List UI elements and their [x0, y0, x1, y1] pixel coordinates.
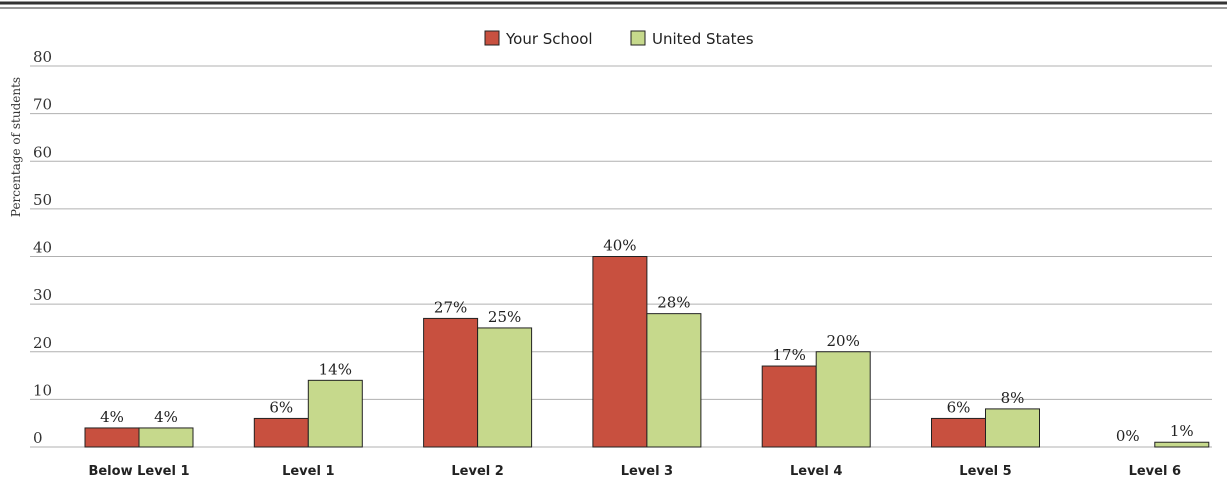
- bar-united-states-4: [815, 351, 871, 448]
- data-label-your-school-1: 6%: [269, 398, 293, 416]
- bar-your-school-4: [761, 365, 817, 448]
- y-tick-50: 50: [33, 191, 52, 209]
- category-label-2: Level 2: [451, 464, 503, 479]
- y-tick-40: 40: [33, 239, 52, 257]
- data-label-united-states-2: 25%: [488, 308, 521, 326]
- data-label-united-states-4: 20%: [827, 332, 860, 350]
- bar-your-school-5: [931, 417, 986, 448]
- y-tick-20: 20: [33, 334, 52, 352]
- category-label-4: Level 4: [790, 464, 842, 479]
- y-tick-0: 0: [33, 429, 43, 447]
- category-label-0: Below Level 1: [88, 464, 189, 479]
- bar-united-states-6: [1154, 441, 1210, 448]
- data-label-your-school-6: 0%: [1116, 427, 1140, 445]
- data-label-your-school-3: 40%: [603, 237, 636, 255]
- data-labels: 4% 4% 6% 14% 27% 25% 40% 28% 17% 20% 6% 8% 0% 1%: [100, 237, 1194, 446]
- bar-united-states-3: [646, 313, 702, 448]
- bars: [84, 256, 1210, 448]
- bar-your-school-0: [84, 427, 140, 448]
- y-tick-60: 60: [33, 143, 52, 161]
- category-label-3: Level 3: [621, 464, 673, 479]
- data-label-your-school-5: 6%: [947, 398, 971, 416]
- y-axis-ticks: 0 10 20 30 40 50 60 70 80: [33, 48, 52, 447]
- bar-your-school-2: [423, 317, 479, 448]
- bar-your-school-1: [253, 417, 309, 448]
- y-axis-title: Percentage of students: [9, 77, 23, 217]
- data-label-united-states-1: 14%: [319, 360, 352, 378]
- bar-your-school-3: [592, 256, 648, 448]
- category-labels: Below Level 1 Level 1 Level 2 Level 3 Level …: [88, 464, 1181, 479]
- legend-swatch-your-school: [484, 30, 500, 46]
- y-tick-70: 70: [33, 96, 52, 114]
- category-label-1: Level 1: [282, 464, 334, 479]
- data-label-united-states-5: 8%: [1001, 389, 1025, 407]
- y-tick-10: 10: [33, 381, 52, 399]
- data-label-united-states-6: 1%: [1170, 422, 1194, 440]
- data-label-united-states-3: 28%: [657, 294, 690, 312]
- data-label-your-school-2: 27%: [434, 298, 467, 316]
- bar-united-states-0: [138, 427, 194, 448]
- data-label-united-states-0: 4%: [154, 408, 178, 426]
- y-tick-80: 80: [33, 48, 52, 66]
- category-label-5: Level 5: [959, 464, 1011, 479]
- bar-united-states-1: [307, 379, 363, 448]
- bar-united-states-5: [985, 408, 1040, 448]
- category-label-6: Level 6: [1129, 464, 1181, 479]
- bar-united-states-2: [477, 327, 533, 448]
- legend: Your School United States: [484, 30, 754, 48]
- y-tick-30: 30: [33, 286, 52, 304]
- legend-label-your-school: Your School: [505, 30, 593, 48]
- legend-label-united-states: United States: [652, 30, 754, 48]
- data-label-your-school-0: 4%: [100, 408, 124, 426]
- data-label-your-school-4: 17%: [773, 346, 806, 364]
- legend-swatch-united-states: [630, 30, 646, 46]
